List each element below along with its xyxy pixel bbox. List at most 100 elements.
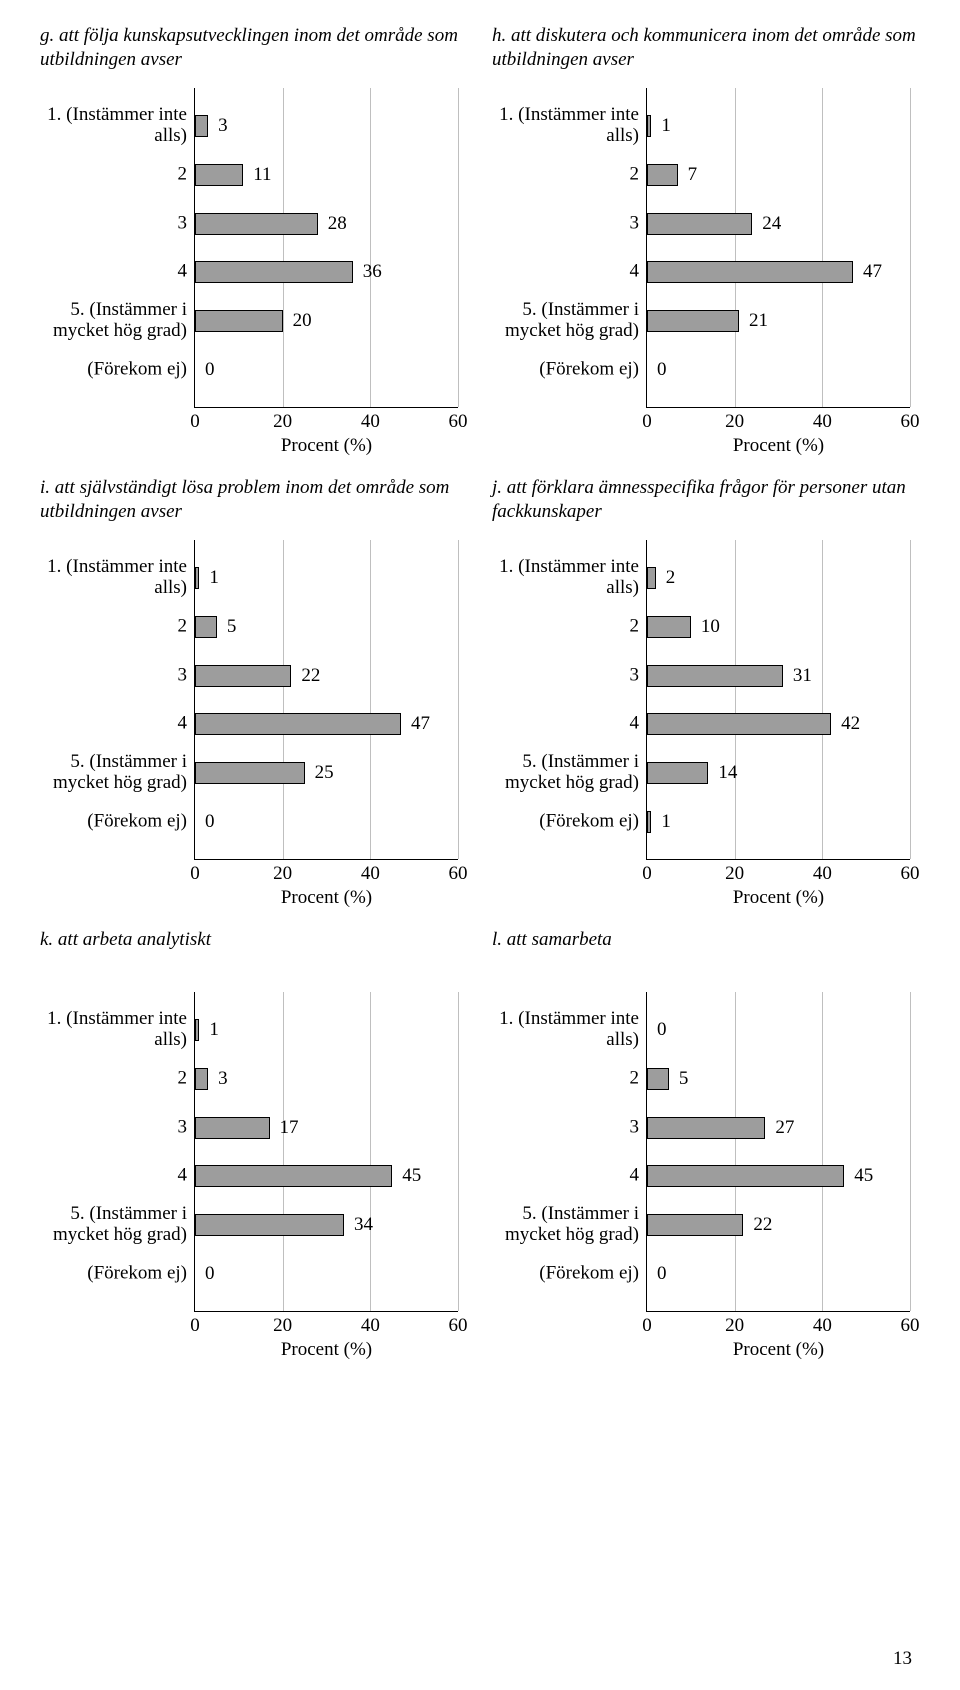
bar — [647, 261, 853, 283]
y-category-label: 5. (Instämmer i mycket hög grad) — [41, 752, 187, 794]
y-category-label: 3 — [493, 1117, 639, 1138]
bar-row: 1. (Instämmer inte alls)2 — [647, 567, 910, 589]
bar-value-label: 0 — [657, 1263, 667, 1285]
bar — [647, 665, 783, 687]
x-axis-title: Procent (%) — [281, 887, 372, 909]
bar-value-label: 1 — [209, 567, 219, 589]
y-category-label: 2 — [493, 1069, 639, 1090]
bar-row: 1. (Instämmer inte alls)1 — [195, 567, 458, 589]
bar-value-label: 47 — [863, 261, 882, 283]
bar — [647, 213, 752, 235]
plot-area: 02040601. (Instämmer inte alls)125322447… — [194, 540, 458, 860]
y-category-label: 4 — [493, 262, 639, 283]
panel-title: j. att förklara ämnesspecifika frågor fö… — [492, 476, 920, 524]
bar — [647, 811, 651, 833]
gridline — [910, 88, 911, 407]
bar-row: 447 — [647, 261, 910, 283]
y-category-label: 2 — [41, 1069, 187, 1090]
y-category-label: 5. (Instämmer i mycket hög grad) — [493, 1204, 639, 1246]
x-tick-label: 20 — [273, 1315, 292, 1337]
page-number: 13 — [893, 1648, 912, 1670]
y-category-label: (Förekom ej) — [41, 359, 187, 380]
x-tick-label: 0 — [190, 411, 200, 433]
bar-value-label: 34 — [354, 1214, 373, 1236]
x-tick-label: 0 — [642, 411, 652, 433]
bar — [195, 164, 243, 186]
bar-row: (Förekom ej)0 — [195, 811, 458, 833]
chart-panel: l. att samarbeta02040601. (Instämmer int… — [492, 928, 920, 1362]
y-category-label: 1. (Instämmer inte alls) — [41, 105, 187, 147]
bar-row: 327 — [647, 1117, 910, 1139]
bar-value-label: 27 — [775, 1117, 794, 1139]
x-tick-label: 40 — [813, 863, 832, 885]
bar — [647, 1214, 743, 1236]
y-category-label: 4 — [493, 714, 639, 735]
chart-panel: h. att diskutera och kommunicera inom de… — [492, 24, 920, 458]
chart: 02040601. (Instämmer inte alls)125322447… — [40, 540, 468, 910]
bar-row: (Förekom ej)0 — [647, 1263, 910, 1285]
bar-row: 447 — [195, 713, 458, 735]
chart-panel: i. att självständigt lösa problem inom d… — [40, 476, 468, 910]
x-tick-label: 20 — [725, 1315, 744, 1337]
bar-value-label: 1 — [661, 811, 671, 833]
bar-row: 445 — [195, 1165, 458, 1187]
y-category-label: 2 — [493, 617, 639, 638]
y-category-label: (Förekom ej) — [493, 811, 639, 832]
bar-value-label: 17 — [280, 1117, 299, 1139]
bar-value-label: 3 — [218, 115, 228, 137]
x-tick-label: 40 — [813, 1315, 832, 1337]
plot-area: 02040601. (Instämmer inte alls)127324447… — [646, 88, 910, 408]
x-tick-label: 60 — [449, 411, 468, 433]
plot-area: 02040601. (Instämmer inte alls)321132843… — [194, 88, 458, 408]
bar-value-label: 21 — [749, 310, 768, 332]
bar — [647, 310, 739, 332]
x-tick-label: 60 — [901, 411, 920, 433]
y-category-label: 1. (Instämmer inte alls) — [41, 1009, 187, 1051]
bar-row: 210 — [647, 616, 910, 638]
x-tick-label: 0 — [642, 863, 652, 885]
y-category-label: 3 — [493, 665, 639, 686]
bar-value-label: 28 — [328, 213, 347, 235]
x-tick-label: 60 — [449, 863, 468, 885]
bar-row: 5. (Instämmer i mycket hög grad)21 — [647, 310, 910, 332]
bar-row: 27 — [647, 164, 910, 186]
bar-row: 1. (Instämmer inte alls)0 — [647, 1019, 910, 1041]
bar-row: 436 — [195, 261, 458, 283]
bar-row: 5. (Instämmer i mycket hög grad)34 — [195, 1214, 458, 1236]
y-category-label: 4 — [493, 1166, 639, 1187]
y-category-label: 3 — [41, 1117, 187, 1138]
bar — [195, 1214, 344, 1236]
chart: 02040601. (Instämmer inte alls)025327445… — [492, 992, 920, 1362]
bar — [195, 1165, 392, 1187]
bar — [195, 1117, 270, 1139]
y-category-label: 5. (Instämmer i mycket hög grad) — [41, 300, 187, 342]
bar-value-label: 36 — [363, 261, 382, 283]
bar — [195, 616, 217, 638]
y-category-label: 2 — [41, 617, 187, 638]
x-tick-label: 60 — [901, 1315, 920, 1337]
bar — [195, 115, 208, 137]
bar — [647, 1068, 669, 1090]
y-category-label: 2 — [41, 165, 187, 186]
bar-row: 445 — [647, 1165, 910, 1187]
bar-value-label: 5 — [679, 1068, 689, 1090]
x-axis-title: Procent (%) — [281, 435, 372, 457]
plot-area: 02040601. (Instämmer inte alls)221033144… — [646, 540, 910, 860]
bar-row: 1. (Instämmer inte alls)1 — [647, 115, 910, 137]
bar-value-label: 31 — [793, 665, 812, 687]
y-category-label: 4 — [41, 1166, 187, 1187]
bar-value-label: 45 — [402, 1165, 421, 1187]
bar — [647, 616, 691, 638]
chart-grid: g. att följa kunskapsutvecklingen inom d… — [40, 24, 920, 1362]
bar — [195, 1068, 208, 1090]
y-category-label: 3 — [41, 213, 187, 234]
bar-row: (Förekom ej)0 — [647, 359, 910, 381]
bar-value-label: 42 — [841, 713, 860, 735]
x-tick-label: 20 — [725, 411, 744, 433]
x-tick-label: 60 — [901, 863, 920, 885]
panel-title: k. att arbeta analytiskt — [40, 928, 468, 976]
bar-row: (Förekom ej)1 — [647, 811, 910, 833]
bar — [647, 713, 831, 735]
bar — [647, 115, 651, 137]
x-tick-label: 40 — [361, 411, 380, 433]
